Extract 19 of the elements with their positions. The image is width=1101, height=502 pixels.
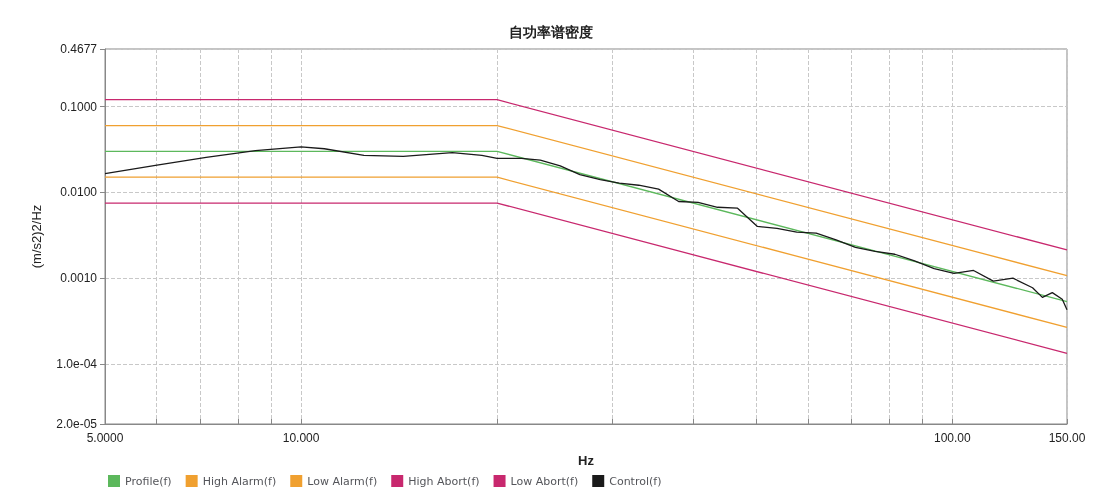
y-tick-label: 0.0010	[60, 271, 98, 286]
y-tick-label: 0.1000	[60, 99, 98, 114]
legend-label: Profile(f)	[125, 474, 172, 488]
legend-label: High Abort(f)	[408, 474, 480, 488]
x-tick-label: 10.000	[282, 431, 320, 445]
y-tick-label: 0.4677	[60, 42, 98, 56]
chart-title: 自功率谱密度	[508, 24, 593, 40]
x-axis-title: Hz	[578, 453, 595, 468]
legend-label: Low Alarm(f)	[307, 474, 378, 488]
legend-label: Control(f)	[609, 474, 662, 488]
y-axis-title: (m/s2)2/Hz	[29, 204, 44, 269]
y-tick-label: 0.0100	[60, 185, 98, 200]
legend-label: High Alarm(f)	[202, 474, 277, 488]
x-tick-label: 5.0000	[86, 431, 124, 445]
y-tick-label: 2.0e-05	[56, 417, 98, 431]
y-tick-label: 1.0e-04	[56, 357, 98, 372]
x-tick-label: 100.00	[933, 431, 971, 445]
x-tick-label: 150.00	[1048, 431, 1086, 445]
legend-label: Low Abort(f)	[510, 474, 579, 488]
